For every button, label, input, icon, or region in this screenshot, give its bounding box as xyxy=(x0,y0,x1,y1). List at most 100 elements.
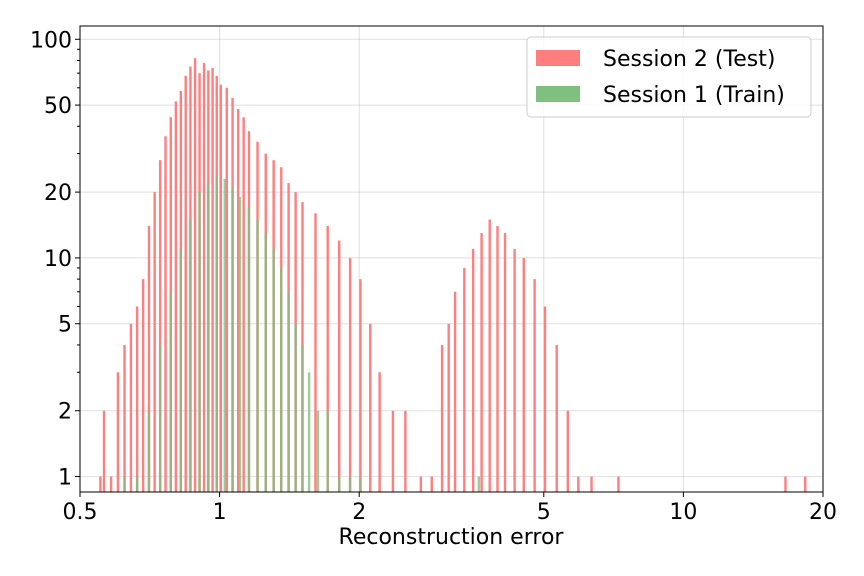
histogram-bar xyxy=(326,410,329,492)
histogram-bar xyxy=(533,279,536,492)
x-tick-label: 20 xyxy=(809,500,837,525)
histogram-bar xyxy=(116,372,120,492)
histogram-bar xyxy=(316,410,320,492)
histogram-bar xyxy=(169,291,172,492)
histogram-bar xyxy=(158,344,162,492)
ticks: 0.5 1 2 5 10 20 1 2 5 10 20 50 100 xyxy=(30,28,837,525)
histogram-bar xyxy=(141,279,145,492)
histogram-bar xyxy=(419,476,423,492)
histogram-bar xyxy=(231,187,234,492)
histogram-bar xyxy=(577,476,580,492)
y-tick-label: 50 xyxy=(44,94,72,119)
histogram-bar xyxy=(109,476,113,492)
histogram-bar xyxy=(555,344,558,492)
histogram-bar xyxy=(158,160,162,492)
x-tick-label: 2 xyxy=(352,500,366,525)
histogram-bar xyxy=(378,372,381,492)
histogram-bar xyxy=(99,476,102,492)
x-tick-label: 10 xyxy=(669,500,697,525)
histogram-bar xyxy=(471,248,475,492)
histogram-bar xyxy=(153,192,156,492)
histogram-bar xyxy=(522,257,525,492)
bars xyxy=(99,58,807,493)
histogram-bar xyxy=(307,372,311,492)
histogram-bar xyxy=(287,291,290,492)
histogram-bar xyxy=(503,233,507,492)
y-tick-label: 10 xyxy=(44,247,72,272)
plot-frame xyxy=(79,25,824,493)
histogram-bar xyxy=(247,207,251,492)
histogram-bar xyxy=(242,117,245,492)
histogram-bar xyxy=(543,306,547,492)
histogram-bar xyxy=(272,248,275,492)
histogram-bar xyxy=(147,225,151,492)
x-axis-title: Reconstruction error xyxy=(339,525,565,550)
histogram-bar xyxy=(189,219,192,492)
series-1 xyxy=(123,174,481,493)
histogram-bar xyxy=(369,323,372,492)
histogram-bar xyxy=(164,136,167,492)
histogram-bar xyxy=(211,67,214,492)
histogram-bar xyxy=(440,344,444,492)
histogram-bar xyxy=(256,219,259,492)
histogram-bar xyxy=(301,344,304,492)
x-tick-label: 1 xyxy=(213,500,227,525)
histogram-bar xyxy=(264,233,267,492)
histogram-bar xyxy=(174,101,178,492)
histogram-bar xyxy=(338,240,341,492)
histogram-bar xyxy=(294,323,297,492)
histogram-bar xyxy=(314,213,317,492)
histogram-bar xyxy=(480,233,483,492)
x-tick-label: 0.5 xyxy=(63,500,98,525)
histogram-bar xyxy=(225,87,228,493)
histogram-bar xyxy=(617,476,620,492)
y-tick-label: 20 xyxy=(44,181,72,206)
histogram-bar xyxy=(123,344,126,492)
legend-swatch-test xyxy=(536,50,580,66)
histogram-bar xyxy=(784,476,787,492)
histogram-bar xyxy=(280,267,283,492)
histogram-bar xyxy=(463,267,466,492)
histogram-bar xyxy=(430,476,433,492)
histogram-bar xyxy=(238,196,242,493)
y-tick-label: 100 xyxy=(30,28,72,53)
histogram-bar xyxy=(193,58,197,492)
histogram-bar xyxy=(202,62,206,492)
histogram-bar xyxy=(404,410,407,492)
histogram-bar xyxy=(198,192,201,492)
histogram-bar xyxy=(207,183,210,492)
histogram-bar xyxy=(477,476,481,492)
histogram-bar xyxy=(102,410,106,492)
histogram-bar xyxy=(359,476,362,492)
histogram-bar xyxy=(590,476,593,492)
y-tick-label: 1 xyxy=(58,466,72,491)
legend-box xyxy=(526,36,812,118)
histogram-bar xyxy=(566,410,570,492)
histogram-bar xyxy=(219,84,223,493)
histogram-bar xyxy=(236,108,240,492)
legend-label-test: Session 2 (Test) xyxy=(603,47,775,72)
histogram-bar xyxy=(326,225,329,492)
histogram-bar xyxy=(391,410,395,492)
histogram-bar xyxy=(135,306,139,492)
histogram-bar xyxy=(359,279,362,492)
y-tick-label: 5 xyxy=(58,313,72,338)
histogram-bar xyxy=(184,75,187,492)
histogram-bar xyxy=(135,476,139,492)
legend: Session 2 (Test) Session 1 (Train) xyxy=(526,36,812,118)
histogram-bar xyxy=(129,323,133,492)
histogram-bar xyxy=(513,248,516,492)
histogram-bar xyxy=(215,174,218,492)
histogram-bar xyxy=(147,410,151,492)
y-tick-label: 2 xyxy=(58,400,72,425)
histogram-bar xyxy=(447,323,450,492)
histogram-bar xyxy=(453,291,457,492)
legend-label-train: Session 1 (Train) xyxy=(603,83,785,108)
histogram-bar xyxy=(179,248,183,492)
histogram-bar xyxy=(348,476,352,492)
histogram-bar xyxy=(488,219,491,492)
histogram-bar xyxy=(348,257,352,492)
histogram-bar xyxy=(496,225,499,492)
legend-swatch-train xyxy=(536,86,580,102)
